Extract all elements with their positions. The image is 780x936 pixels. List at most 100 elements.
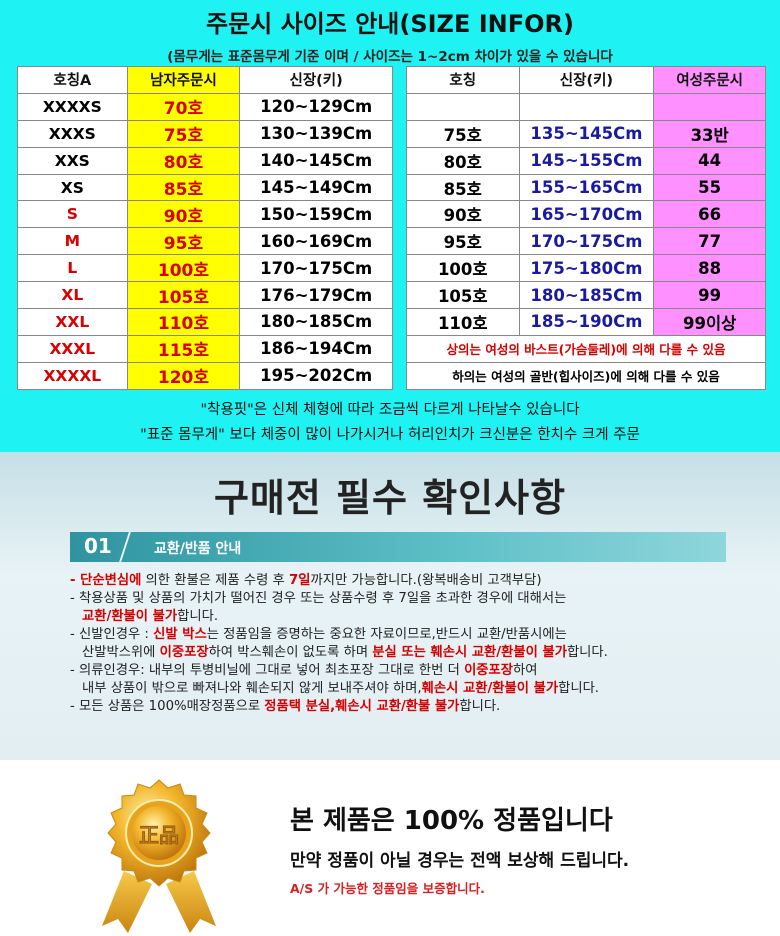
size-guide-subtitle: (몸무게는 표준몸무게 기준 이며 / 사이즈는 1~2cm 차이가 있을 수 … [167,49,613,65]
section-divider [119,532,131,562]
men-order-size-cell: 120호 [126,361,241,390]
height-cell: 195~202Cm [239,361,393,390]
policy-text: 는 정품임을 증명하는 중요한 자료이므로,반드시 교환/반품시에는 [206,627,567,642]
height-cell: 160~169Cm [239,227,393,256]
policy-text: 하여 박스훼손이 없도록 하며 [208,645,373,660]
height-cell: 140~145Cm [239,146,393,175]
table-row: XXS 80호 140~145Cm [17,146,393,175]
policy-text: - 모든 상품은 100%매장정품으로 [70,699,265,714]
table-row: XL 105호 176~179Cm [17,281,393,310]
policy-text: 까지만 가능합니다.(왕복배송비 고객부담) [310,573,542,588]
women-order-size-cell: 99이상 [653,308,766,336]
women-size-label-cell: 105호 [406,281,520,310]
height-cell: 130~139Cm [239,119,393,148]
height-cell: 150~159Cm [239,200,393,229]
size-label-cell: L [17,254,128,283]
men-order-size-cell: 70호 [126,92,241,121]
guarantee-title: 본 제품은 100% 정품입니다 [290,806,613,836]
table-row: XXL 110호 180~185Cm [17,308,393,336]
policy-text: 내부 상품이 밖으로 빠져나와 훼손되지 않게 보내주셔야 하며, [82,681,422,696]
policy-line: 교환/환불이 불가합니다. [70,608,760,626]
size-notes: "착용핏"은 신체 체형에 따라 조금씩 다르게 나타날수 있습니다 "표준 몸… [0,398,780,448]
women-height-cell: 165~170Cm [518,200,655,229]
table-row: 상의는 여성의 바스트(가슴둘레)에 의해 다를 수 있음 [406,334,766,363]
guarantee-as-text: A/S 가 가능한 정품임을 보증합니다. [290,881,485,896]
table-row: 100호 175~180Cm 88 [406,254,766,283]
women-order-size-cell: 77 [653,227,766,256]
badge-text: 正品 [139,823,179,847]
men-order-size-cell: 75호 [126,119,241,148]
women-height-cell: 175~180Cm [518,254,655,283]
policy-text: - 의류인경우: 내부의 투병비닐에 그대로 넣어 최초포장 그대로 한번 더 [70,663,465,678]
policy-line: - 신발인경우 : 신발 박스는 정품임을 증명하는 중요한 자료이므로,반드시… [70,626,760,644]
checklist-title: 구매전 필수 확인사항 [213,476,567,520]
table-row: 110호 185~190Cm 99이상 [406,308,766,336]
table-row: M 95호 160~169Cm [17,227,393,256]
policy-line: 내부 상품이 밖으로 빠져나와 훼손되지 않게 보내주셔야 하며,훼손시 교환/… [70,680,760,698]
women-size-label-cell: 80호 [406,146,520,175]
men-order-size-cell: 90호 [126,200,241,229]
women-size-table: 호칭 신장(키) 여성주문시 75호 135~145Cm 33반 80호 145~155Cm 4… [406,66,766,390]
fit-note: "착용핏"은 신체 체형에 따라 조금씩 다르게 나타날수 있습니다 [200,402,580,418]
policy-text: - 신발인경우 : [70,627,154,642]
highlight-text: 훼손시 교환/환불이 불가 [421,681,559,696]
height-cell: 170~175Cm [239,254,393,283]
men-order-size-cell: 100호 [126,254,241,283]
highlight-text: 이중포장 [464,663,514,678]
height-cell: 120~129Cm [239,92,393,121]
policy-text: 산발박스위에 [82,645,160,660]
height-cell: 186~194Cm [239,334,393,363]
table-row: 75호 135~145Cm 33반 [406,119,766,148]
table-row: L 100호 170~175Cm [17,254,393,283]
column-header: 신장(키) [239,66,393,94]
policy-line: - 모든 상품은 100%매장정품으로 정품택 분실,훼손시 교환/환불 불가합… [70,698,760,716]
genuine-medal-icon: 正品 [102,779,216,933]
women-height-cell [518,92,655,121]
column-header: 남자주문시 [126,66,241,94]
women-height-cell: 185~190Cm [518,308,655,336]
women-height-cell: 145~155Cm [518,146,655,175]
size-label-cell: XL [17,281,128,310]
table-row: 85호 155~165Cm 55 [406,173,766,202]
women-table-header: 호칭 신장(키) 여성주문시 [406,66,766,94]
table-row: XS 85호 145~149Cm [17,173,393,202]
women-size-label-cell: 100호 [406,254,520,283]
size-label-cell: XXXXS [17,92,128,121]
table-row: XXXL 115호 186~194Cm [17,334,393,363]
table-row: 80호 145~155Cm 44 [406,146,766,175]
policy-line: - 의류인경우: 내부의 투병비닐에 그대로 넣어 최초포장 그대로 한번 더 … [70,662,760,680]
men-table-header: 호칭A 남자주문시 신장(키) [17,66,393,94]
section-label: 교환/반품 안내 [154,541,242,557]
highlight-text: 교환/환불이 불가 [82,609,178,624]
women-size-label-cell: 75호 [406,119,520,148]
size-label-cell: XXXS [17,119,128,148]
table-row: XXXS 75호 130~139Cm [17,119,393,148]
policy-text: 합니다. [558,681,600,696]
men-order-size-cell: 105호 [126,281,241,310]
women-height-cell: 170~175Cm [518,227,655,256]
table-row: 하의는 여성의 골반(힙사이즈)에 의해 다를 수 있음 [406,361,766,390]
men-order-size-cell: 80호 [126,146,241,175]
authenticity-guarantee-section: 正品 본 제품은 100% 정품입니다 만약 정품이 아닐 경우는 전액 보상해… [0,760,780,936]
highlight-text: 정품택 분실,훼손시 교환/환불 불가 [264,699,460,714]
weight-note: "표준 몸무게" 보다 체중이 많이 나가시거나 허리인치가 크신분은 한치수 … [140,427,640,443]
highlight-text: 7일 [289,573,311,588]
pre-purchase-checklist-section: 구매전 필수 확인사항 01 교환/반품 안내 - 단순변심에 의한 환불은 제… [0,452,780,760]
table-row: 95호 170~175Cm 77 [406,227,766,256]
table-row: XXXXS 70호 120~129Cm [17,92,393,121]
policy-line: - 단순변심에 의한 환불은 제품 수령 후 7일까지만 가능합니다.(왕복배송… [70,572,760,590]
column-header: 신장(키) [518,66,655,94]
size-guide-section: 주문시 사이즈 안내(SIZE INFOR) (몸무게는 표준몸무게 기준 이며… [0,0,780,452]
policy-text: - 착용상품 및 상품의 가치가 떨어진 경우 또는 상품수령 후 7일을 초과… [70,591,567,606]
women-order-size-cell: 55 [653,173,766,202]
size-label-cell: XXL [17,308,128,336]
highlight-text: 분실 또는 훼손시 교환/환불이 불가 [372,645,567,660]
guarantee-refund-text: 만약 정품이 아닐 경우는 전액 보상해 드립니다. [290,851,630,871]
policy-line: 산발박스위에 이중포장하여 박스훼손이 없도록 하며 분실 또는 훼손시 교환/… [70,644,760,662]
women-top-note: 상의는 여성의 바스트(가슴둘레)에 의해 다를 수 있음 [406,334,766,363]
women-height-cell: 180~185Cm [518,281,655,310]
policy-line: - 착용상품 및 상품의 가치가 떨어진 경우 또는 상품수령 후 7일을 초과… [70,590,760,608]
table-row: XXXXL 120호 195~202Cm [17,361,393,390]
table-row: 90호 165~170Cm 66 [406,200,766,229]
column-header: 여성주문시 [653,66,766,94]
